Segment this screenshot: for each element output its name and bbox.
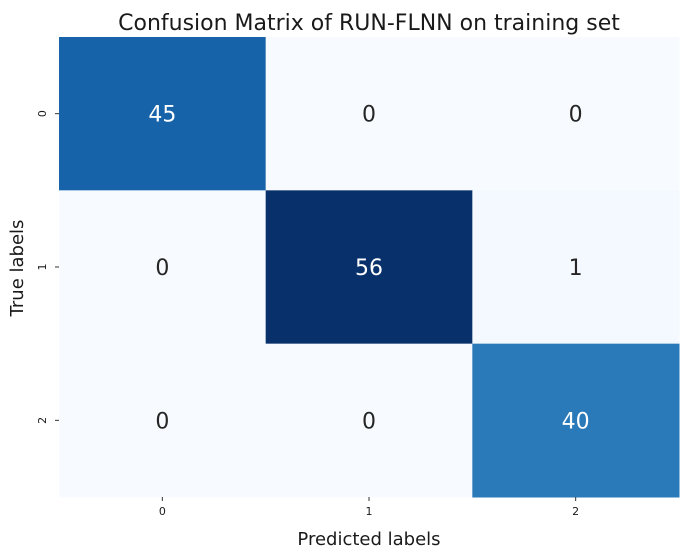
heatmap-cells: 45 0 0 0 56 1 0 0 40 <box>59 37 680 498</box>
heatmap-cell-2-1 <box>265 343 473 498</box>
cell-value-label-1-1: 56 <box>355 256 383 281</box>
x-tick-label-1: 1 <box>366 505 373 518</box>
cell-value-label-2-1: 0 <box>362 409 376 434</box>
cell-value-label-0-1: 0 <box>362 103 376 128</box>
heatmap-cell-0-0 <box>59 37 267 191</box>
heatmap-cell-2-2 <box>472 343 680 498</box>
heatmap-cell-0-2 <box>472 37 680 191</box>
y-tick-label-1: 1 <box>36 264 49 271</box>
y-tick-label-0: 0 <box>36 110 49 117</box>
cell-value-label-1-0: 0 <box>155 256 169 281</box>
y-axis-label: True labels <box>7 220 28 318</box>
cell-value-label-0-0: 45 <box>148 103 176 128</box>
heatmap-cell-1-2 <box>472 190 680 345</box>
heatmap-cell-1-1 <box>265 190 473 345</box>
cell-value-label-0-2: 0 <box>569 103 583 128</box>
heatmap-cell-2-0 <box>59 343 267 498</box>
x-tick-label-0: 0 <box>159 505 166 518</box>
cell-value-label-2-0: 0 <box>155 409 169 434</box>
axis-ticks: 0 1 2 0 1 2 <box>36 110 579 518</box>
x-axis-label: Predicted labels <box>297 529 440 550</box>
heatmap-cell-0-1 <box>265 37 473 191</box>
x-tick-label-2: 2 <box>572 505 579 518</box>
cell-value-label-1-2: 1 <box>569 256 583 281</box>
chart-title: Confusion Matrix of RUN-FLNN on training… <box>118 11 620 36</box>
y-tick-label-2: 2 <box>36 417 49 424</box>
heatmap-cell-1-0 <box>59 190 267 345</box>
cell-value-label-2-2: 40 <box>562 409 590 434</box>
